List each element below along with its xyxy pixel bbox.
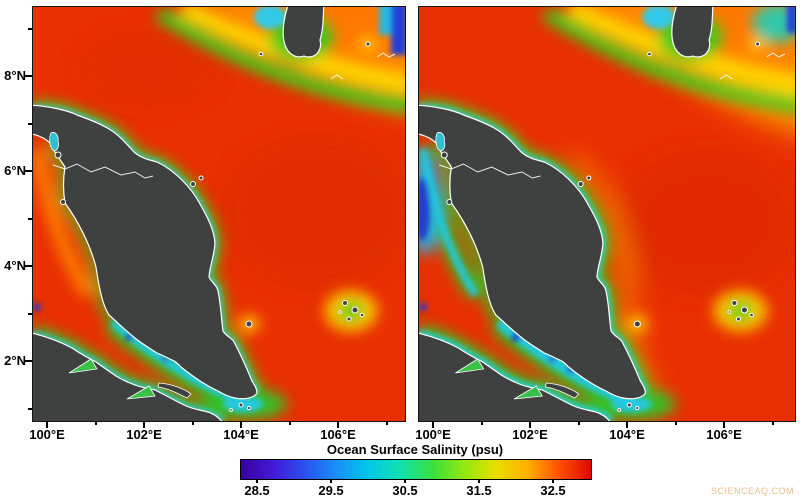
lon-label-100e-left: 100°E: [29, 427, 65, 442]
lon-tick: [723, 421, 725, 428]
watermark: SCIENCEAQ.COM: [710, 486, 794, 496]
lon-label-106e-left: 106°E: [320, 427, 356, 442]
lon-tick-minor: [578, 421, 580, 425]
island-bengkalis: [157, 382, 192, 399]
colorbar: [240, 459, 592, 480]
colorbar-tick: [404, 479, 406, 483]
colorbar-tick-label: 32.5: [540, 483, 566, 498]
land-ca-mau: [282, 7, 325, 58]
map-panel-left: [32, 6, 406, 422]
island-bengkalis: [544, 382, 580, 399]
land-sumatra: [33, 332, 223, 421]
land-ca-mau: [671, 7, 714, 58]
colorbar-tick: [552, 479, 554, 483]
lon-tick: [240, 421, 242, 428]
lon-tick-minor: [95, 421, 97, 425]
lat-label-4n: 4°N: [4, 258, 26, 273]
lat-label-2n: 2°N: [4, 353, 26, 368]
salinity-map-right: [419, 7, 795, 421]
colorbar-tick-label: 30.5: [392, 483, 418, 498]
small-islands: [440, 41, 761, 412]
lon-tick: [143, 421, 145, 428]
lat-tick-minor: [28, 218, 32, 220]
lon-label-104e-left: 104°E: [223, 427, 259, 442]
border-and-contour-lines: [439, 52, 786, 179]
lon-tick-minor: [192, 421, 194, 425]
lon-tick-minor: [386, 421, 388, 425]
lon-tick-minor: [675, 421, 677, 425]
lat-label-6n: 6°N: [4, 163, 26, 178]
lon-label-100e-right: 100°E: [415, 427, 451, 442]
small-islands: [54, 41, 371, 412]
lon-tick-minor: [481, 421, 483, 425]
lagoon-songkhla: [435, 132, 446, 152]
colorbar-tick-label: 28.5: [244, 483, 270, 498]
colorbar-tick: [478, 479, 480, 483]
lat-tick-minor: [28, 123, 32, 125]
lon-tick-minor: [772, 421, 774, 425]
border-and-contour-lines: [52, 52, 396, 179]
lat-tick-minor: [28, 313, 32, 315]
colorbar-tick-label: 31.5: [466, 483, 492, 498]
lon-tick: [46, 421, 48, 428]
landmasses: [33, 7, 325, 421]
lat-tick-minor: [28, 28, 32, 30]
land-malay-peninsula: [33, 104, 258, 400]
lon-label-106e-right: 106°E: [706, 427, 742, 442]
lon-label-104e-right: 104°E: [609, 427, 645, 442]
lat-tick: [25, 360, 32, 362]
lon-tick-minor: [289, 421, 291, 425]
lat-tick: [25, 170, 32, 172]
lon-label-102e-left: 102°E: [126, 427, 162, 442]
land-sumatra: [419, 332, 611, 421]
lat-tick: [25, 75, 32, 77]
colorbar-gradient: [241, 460, 591, 479]
map-panel-right: [418, 6, 796, 422]
lon-tick: [432, 421, 434, 428]
salinity-map-left: [33, 7, 405, 421]
lagoon-songkhla: [49, 132, 59, 152]
lat-label-8n: 8°N: [4, 68, 26, 83]
lat-tick: [25, 265, 32, 267]
colorbar-tick: [256, 479, 258, 483]
lat-tick-minor: [28, 408, 32, 410]
lon-tick: [626, 421, 628, 428]
lon-tick: [337, 421, 339, 428]
estuaries: [68, 358, 156, 400]
colorbar-tick-label: 29.5: [318, 483, 344, 498]
lon-label-102e-right: 102°E: [512, 427, 548, 442]
estuaries: [455, 358, 543, 400]
land-malay-peninsula: [419, 104, 647, 400]
landmasses: [419, 7, 714, 421]
colorbar-title: Ocean Surface Salinity (psu): [326, 442, 504, 457]
lon-tick: [529, 421, 531, 428]
colorbar-tick: [330, 479, 332, 483]
